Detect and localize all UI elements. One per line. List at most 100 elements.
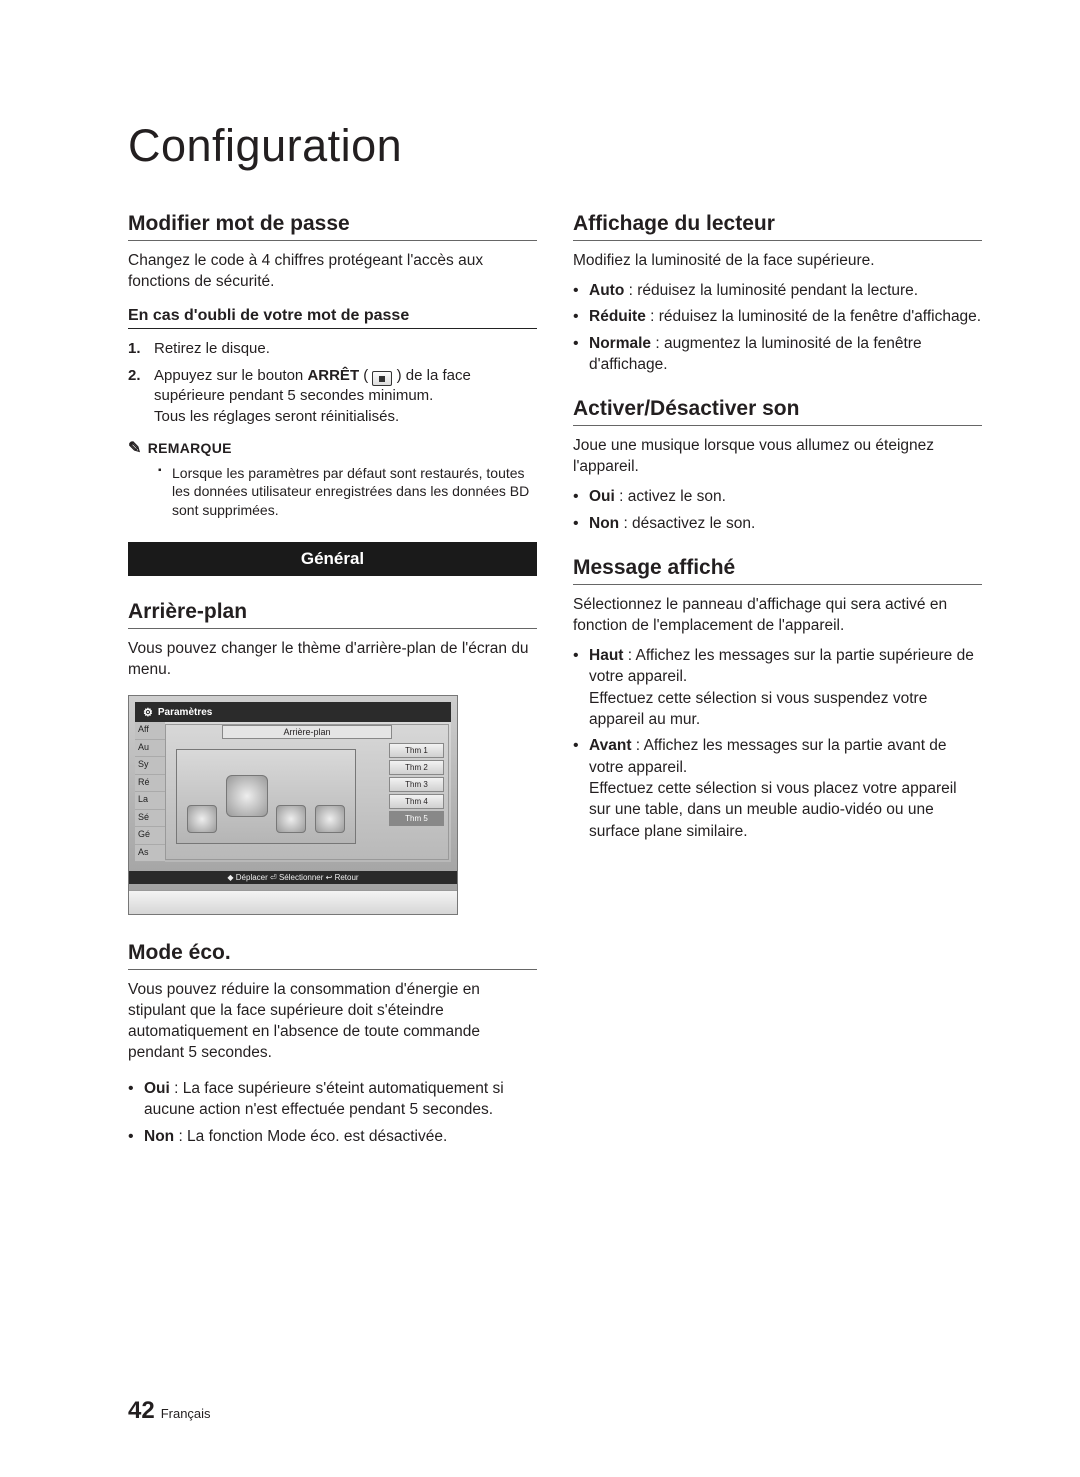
theme-icon [276, 805, 306, 833]
label-reduite: Réduite [589, 308, 646, 325]
content-columns: Modifier mot de passe Changez le code à … [128, 212, 982, 1169]
text-avant1: : Affichez les messages sur la partie av… [589, 737, 947, 775]
section-son: Activer/Désactiver son Joue une musique … [573, 397, 982, 534]
stop-icon [372, 371, 392, 386]
section-arriere-plan: Arrière-plan Vous pouvez changer le thèm… [128, 600, 537, 915]
section-mode-eco: Mode éco. Vous pouvez réduire la consomm… [128, 941, 537, 1147]
tv-hint-bar: ◆ Déplacer ⏎ Sélectionner ↩ Retour [129, 871, 457, 884]
note-label-text: REMARQUE [148, 440, 232, 456]
section-affichage: Affichage du lecteur Modifiez la luminos… [573, 212, 982, 375]
message-list: Haut : Affichez les messages sur la part… [573, 645, 982, 842]
right-column: Affichage du lecteur Modifiez la luminos… [573, 212, 982, 1169]
tv-base [129, 890, 457, 914]
label-auto: Auto [589, 282, 624, 299]
subhead-forgot: En cas d'oubli de votre mot de passe [128, 307, 537, 325]
steps-list: 1. Retirez le disque. 2. Appuyez sur le … [128, 339, 537, 428]
label-oui: Oui [144, 1080, 170, 1097]
opt-avant: Avant : Affichez les messages sur la par… [573, 735, 982, 842]
text-son-intro: Joue une musique lorsque vous allumez ou… [573, 436, 982, 478]
page-title: Configuration [128, 120, 982, 172]
theme-icon [187, 805, 217, 833]
heading-message: Message affiché [573, 556, 982, 580]
tv-side-item: Gé [135, 827, 165, 845]
tv-side-item: Sé [135, 810, 165, 828]
section-message: Message affiché Sélectionnez le panneau … [573, 556, 982, 842]
step-number: 1. [128, 339, 141, 360]
opt-auto: Auto : réduisez la luminosité pendant la… [573, 280, 982, 301]
text-modifier-intro: Changez le code à 4 chiffres protégeant … [128, 251, 537, 293]
tv-topbar: ⚙ Paramètres [135, 702, 451, 722]
opt-haut: Haut : Affichez les messages sur la part… [573, 645, 982, 731]
opt-normale: Normale : augmentez la luminosité de la … [573, 333, 982, 376]
note-label: ✎ REMARQUE [128, 438, 537, 458]
rule [573, 240, 982, 241]
eco-list: Oui : La face supérieure s'éteint automa… [128, 1078, 537, 1147]
label-non: Non [589, 515, 619, 532]
tv-side-item: Au [135, 740, 165, 758]
opt-reduite: Réduite : réduisez la luminosité de la f… [573, 306, 982, 327]
step-text: Retirez le disque. [154, 340, 270, 357]
tv-thumb: Thm 4 [389, 794, 444, 809]
text-non: : La fonction Mode éco. est désactivée. [174, 1128, 447, 1145]
tv-thumb: Thm 3 [389, 777, 444, 792]
left-column: Modifier mot de passe Changez le code à … [128, 212, 537, 1169]
note-list: Lorsque les paramètres par défaut sont r… [128, 464, 537, 521]
step-2: 2. Appuyez sur le bouton ARRÊT ( ) de la… [128, 366, 537, 428]
opt-non: Non : désactivez le son. [573, 513, 982, 534]
tv-thumb-selected: Thm 5 [389, 811, 444, 826]
tv-side-item: La [135, 792, 165, 810]
text-affichage-intro: Modifiez la luminosité de la face supéri… [573, 251, 982, 272]
heading-son: Activer/Désactiver son [573, 397, 982, 421]
heading-eco: Mode éco. [128, 941, 537, 965]
tv-main: Arrière-plan Thm 1 Thm 2 Thm 3 Thm 4 [165, 724, 449, 860]
label-non: Non [144, 1128, 174, 1145]
theme-icon [226, 775, 268, 817]
page-lang: Français [161, 1406, 211, 1421]
tv-thumb-list: Thm 1 Thm 2 Thm 3 Thm 4 Thm 5 [389, 743, 444, 826]
text-oui: : La face supérieure s'éteint automatiqu… [144, 1080, 504, 1118]
banner-general: Général [128, 542, 537, 576]
tv-screenshot: ⚙ Paramètres Aff Au Sy Ré La Sé Gé As [128, 695, 458, 915]
eco-non: Non : La fonction Mode éco. est désactiv… [128, 1126, 537, 1147]
gear-icon: ⚙ [143, 706, 153, 719]
arret-label: ARRÊT [307, 367, 359, 384]
section-modifier-mdp: Modifier mot de passe Changez le code à … [128, 212, 537, 520]
heading-arriere: Arrière-plan [128, 600, 537, 624]
rule [128, 969, 537, 970]
tv-thumb: Thm 2 [389, 760, 444, 775]
text-avant2: Effectuez cette sélection si vous placez… [589, 780, 957, 840]
eco-oui: Oui : La face supérieure s'éteint automa… [128, 1078, 537, 1121]
tv-side-item: Aff [135, 722, 165, 740]
text-auto: : réduisez la luminosité pendant la lect… [624, 282, 918, 299]
label-haut: Haut [589, 647, 623, 664]
step-text-pre: Appuyez sur le bouton [154, 367, 307, 384]
affichage-list: Auto : réduisez la luminosité pendant la… [573, 280, 982, 376]
son-list: Oui : activez le son. Non : désactivez l… [573, 486, 982, 534]
note-item: Lorsque les paramètres par défaut sont r… [158, 464, 537, 521]
label-normale: Normale [589, 335, 651, 352]
label-oui: Oui [589, 488, 615, 505]
tv-side-item: Sy [135, 757, 165, 775]
step-number: 2. [128, 366, 141, 387]
step-text-paren-open: ( [359, 367, 372, 384]
rule [573, 584, 982, 585]
heading-modifier: Modifier mot de passe [128, 212, 537, 236]
text-oui: : activez le son. [615, 488, 726, 505]
text-reduite: : réduisez la luminosité de la fenêtre d… [646, 308, 981, 325]
text-non: : désactivez le son. [619, 515, 755, 532]
rule [128, 240, 537, 241]
rule [128, 328, 537, 329]
tv-side-item: As [135, 845, 165, 863]
text-haut1: : Affichez les messages sur la partie su… [589, 647, 974, 685]
heading-affichage: Affichage du lecteur [573, 212, 982, 236]
step-1: 1. Retirez le disque. [128, 339, 537, 360]
text-haut2: Effectuez cette sélection si vous suspen… [589, 690, 927, 728]
tv-title: Arrière-plan [222, 725, 391, 739]
theme-icon [315, 805, 345, 833]
tv-body: Aff Au Sy Ré La Sé Gé As Arrière-plan [135, 722, 451, 862]
page-footer: 42 Français [128, 1397, 211, 1425]
text-eco-intro: Vous pouvez réduire la consommation d'én… [128, 980, 537, 1064]
tv-top-label: Paramètres [158, 707, 212, 718]
rule [573, 425, 982, 426]
tv-preview [176, 749, 356, 844]
